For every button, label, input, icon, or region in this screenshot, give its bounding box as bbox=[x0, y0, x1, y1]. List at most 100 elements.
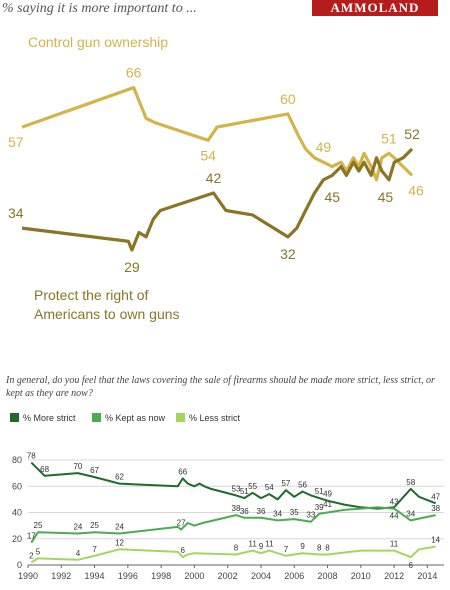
data-label: 36 bbox=[240, 507, 249, 516]
data-label: 66 bbox=[178, 467, 187, 476]
x-tick-label: 1994 bbox=[85, 571, 105, 581]
data-label: 57 bbox=[8, 134, 24, 150]
data-label: 35 bbox=[290, 508, 299, 517]
data-label: 27 bbox=[177, 519, 186, 528]
data-label: 68 bbox=[40, 465, 49, 474]
protect-rights-label-line2: Americans to own guns bbox=[34, 306, 180, 322]
x-tick-label: 2014 bbox=[417, 571, 437, 581]
data-label: 49 bbox=[316, 139, 332, 155]
legend-swatch-kept-as-now bbox=[92, 413, 101, 422]
y-tick-label: 80 bbox=[12, 455, 22, 465]
data-label: 45 bbox=[378, 189, 394, 205]
data-label: 67 bbox=[90, 466, 99, 475]
data-label: 38 bbox=[431, 504, 440, 513]
data-label: 51 bbox=[381, 130, 397, 146]
data-label: 14 bbox=[431, 536, 440, 545]
data-label: 41 bbox=[323, 500, 332, 509]
protect-rights-label-line1: Protect the right of bbox=[34, 287, 149, 303]
legend-swatch-less-strict bbox=[176, 413, 185, 422]
data-label: 49 bbox=[323, 490, 332, 499]
data-label: 7 bbox=[284, 545, 289, 554]
data-label: 56 bbox=[298, 481, 307, 490]
data-label: 55 bbox=[248, 482, 257, 491]
data-label: 66 bbox=[126, 65, 142, 81]
y-tick-label: 20 bbox=[12, 534, 22, 544]
data-label: 54 bbox=[200, 147, 216, 163]
data-label: 25 bbox=[90, 521, 99, 530]
data-label: 34 bbox=[406, 509, 415, 518]
data-label: 62 bbox=[115, 473, 124, 482]
legend-label-kept-as-now: % Kept as now bbox=[105, 413, 166, 423]
series-line-protect-the-right-of-americans-to-own-guns bbox=[21, 147, 414, 252]
data-label: 44 bbox=[390, 511, 399, 520]
x-tick-label: 2012 bbox=[384, 571, 404, 581]
data-label: 25 bbox=[34, 521, 43, 530]
data-label: 24 bbox=[115, 523, 124, 532]
data-label: 51 bbox=[240, 487, 249, 496]
data-label: 57 bbox=[281, 479, 290, 488]
data-label: 8 bbox=[325, 544, 330, 553]
legend-label-less-strict: % Less strict bbox=[189, 413, 241, 423]
y-tick-label: 40 bbox=[12, 508, 22, 518]
ammoland-logo: AMMOLAND bbox=[312, 0, 438, 16]
data-label: 11 bbox=[390, 540, 399, 549]
gun-priority-chart: 57 66 54 60 49 51 46 34 29 42 32 45 45 52 Control gun… bbox=[8, 34, 424, 322]
data-label: 8 bbox=[234, 544, 239, 553]
x-tick-label: 2004 bbox=[251, 571, 271, 581]
x-tick-label: 1990 bbox=[18, 571, 38, 581]
y-tick-label: 0 bbox=[17, 560, 22, 570]
data-label: 24 bbox=[73, 523, 82, 532]
data-label: 34 bbox=[8, 205, 24, 221]
data-label: 4 bbox=[76, 549, 81, 558]
data-label: 29 bbox=[124, 259, 140, 275]
data-label: 7 bbox=[92, 545, 97, 554]
x-tick-label: 1992 bbox=[51, 571, 71, 581]
x-tick-label: 1996 bbox=[118, 571, 138, 581]
survey-question: In general, do you feel that the laws co… bbox=[6, 375, 435, 399]
x-tick-label: 2000 bbox=[184, 571, 204, 581]
x-tick-label: 1998 bbox=[151, 571, 171, 581]
data-label: 70 bbox=[73, 462, 82, 471]
legend-label-more-strict: % More strict bbox=[23, 413, 76, 423]
data-label: 45 bbox=[324, 189, 340, 205]
data-label: 32 bbox=[280, 246, 296, 262]
data-label: 5 bbox=[36, 547, 41, 556]
data-label: 9 bbox=[259, 542, 264, 551]
data-label: 6 bbox=[408, 561, 413, 570]
data-label: 53 bbox=[232, 484, 241, 493]
data-label: 9 bbox=[300, 542, 305, 551]
data-label: 12 bbox=[115, 538, 124, 547]
data-label: 17 bbox=[27, 532, 36, 541]
y-tick-label: 60 bbox=[12, 481, 22, 491]
data-label: 54 bbox=[265, 483, 274, 492]
data-label: 43 bbox=[390, 498, 399, 507]
chart-legend: % More strict % Kept as now % Less strict bbox=[10, 413, 241, 423]
data-label: 42 bbox=[206, 170, 222, 186]
data-label: 11 bbox=[248, 540, 257, 549]
data-label: 38 bbox=[232, 504, 241, 513]
series-line-less-strict bbox=[30, 545, 436, 564]
control-gun-ownership-label: Control gun ownership bbox=[28, 34, 168, 50]
data-label: 78 bbox=[27, 452, 36, 461]
data-label: 2 bbox=[29, 551, 34, 560]
data-label: 33 bbox=[306, 511, 315, 520]
legend-swatch-more-strict bbox=[10, 413, 19, 422]
series-line-control-gun-ownership bbox=[21, 86, 414, 182]
data-label: 8 bbox=[317, 544, 322, 553]
data-label: 39 bbox=[315, 503, 324, 512]
data-label: 51 bbox=[315, 487, 324, 496]
data-label: 52 bbox=[404, 126, 420, 142]
data-label: 60 bbox=[280, 91, 296, 107]
data-label: 58 bbox=[406, 478, 415, 487]
data-label: 47 bbox=[431, 492, 440, 501]
x-tick-label: 2010 bbox=[351, 571, 371, 581]
series-line-kept-as-now bbox=[30, 506, 436, 544]
data-label: 36 bbox=[257, 507, 266, 516]
data-label: 46 bbox=[408, 182, 424, 198]
x-tick-label: 2006 bbox=[284, 571, 304, 581]
top-chart-caption: % saying it is more important to ... bbox=[2, 1, 197, 16]
x-tick-label: 2008 bbox=[318, 571, 338, 581]
x-tick-label: 2002 bbox=[218, 571, 238, 581]
